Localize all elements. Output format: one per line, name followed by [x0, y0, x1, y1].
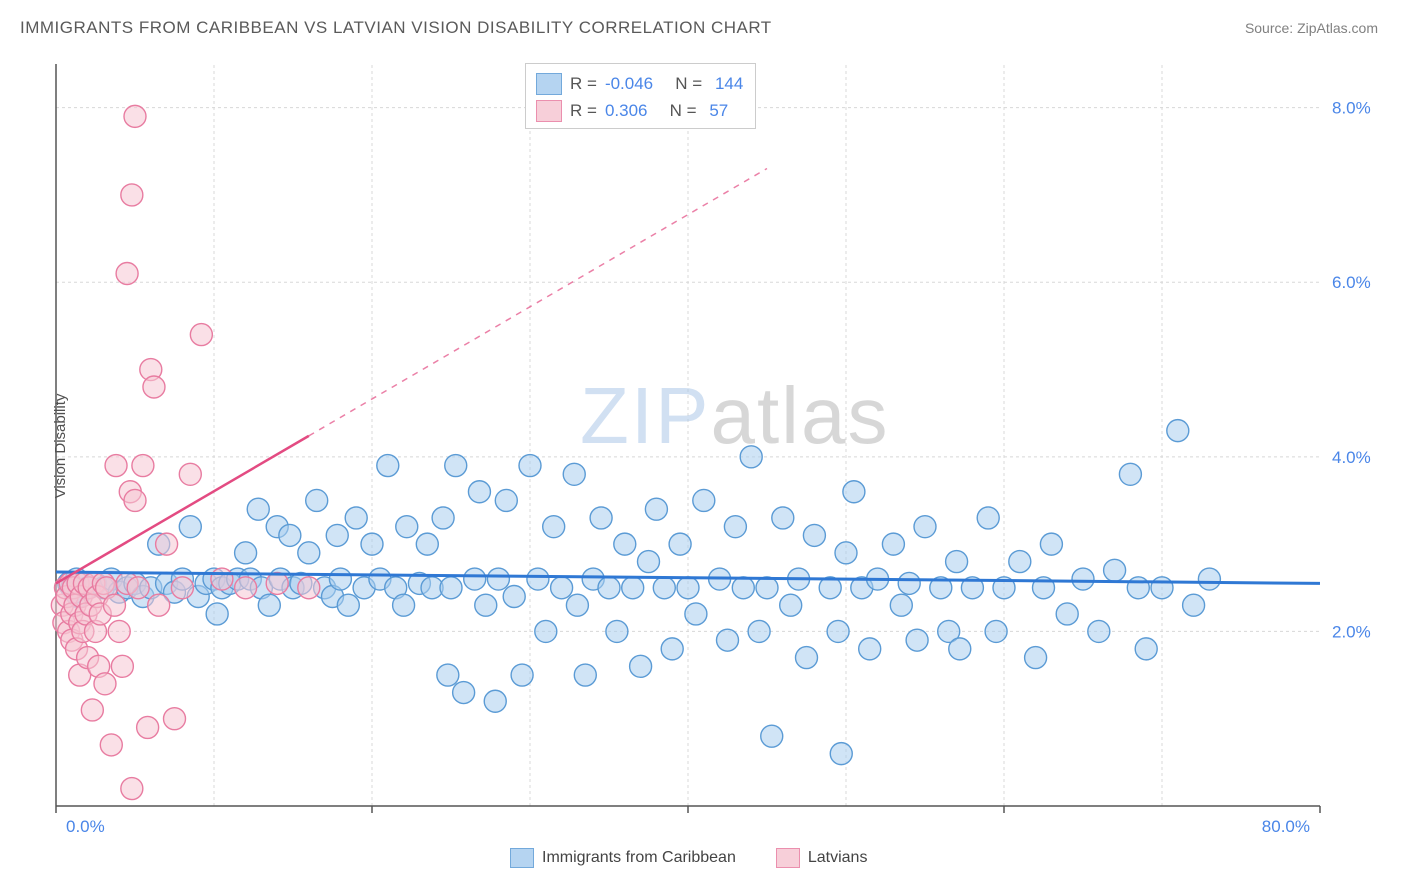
n-value: 144: [715, 70, 743, 97]
n-label: N =: [655, 97, 701, 124]
source-citation: Source: ZipAtlas.com: [1245, 20, 1378, 36]
legend-swatch: [776, 848, 800, 868]
series-swatch: [536, 73, 562, 95]
source-link[interactable]: ZipAtlas.com: [1297, 20, 1378, 36]
svg-text:0.0%: 0.0%: [66, 817, 105, 836]
legend-label: Immigrants from Caribbean: [542, 849, 736, 867]
r-label: R =: [570, 97, 597, 124]
chart-title: IMMIGRANTS FROM CARIBBEAN VS LATVIAN VIS…: [20, 18, 772, 38]
svg-text:2.0%: 2.0%: [1332, 622, 1371, 641]
stats-row: R = -0.046 N = 144: [536, 70, 743, 97]
scatter-plot: 0.0% 80.0% 2.0% 4.0% 6.0% 8.0%: [50, 56, 1380, 842]
svg-text:8.0%: 8.0%: [1332, 99, 1371, 118]
r-label: R =: [570, 70, 597, 97]
legend-item: Immigrants from Caribbean: [510, 848, 736, 868]
r-value: -0.046: [605, 70, 653, 97]
n-value: 57: [709, 97, 728, 124]
legend-swatch: [510, 848, 534, 868]
svg-text:6.0%: 6.0%: [1332, 273, 1371, 292]
series-swatch: [536, 100, 562, 122]
r-value: 0.306: [605, 97, 648, 124]
svg-text:80.0%: 80.0%: [1262, 817, 1310, 836]
series-legend: Immigrants from Caribbean Latvians: [510, 848, 867, 868]
svg-text:4.0%: 4.0%: [1332, 448, 1371, 467]
source-label: Source:: [1245, 20, 1297, 36]
n-label: N =: [661, 70, 707, 97]
legend-label: Latvians: [808, 849, 868, 867]
stats-row: R = 0.306 N = 57: [536, 97, 743, 124]
legend-item: Latvians: [776, 848, 868, 868]
correlation-stats-box: R = -0.046 N = 144 R = 0.306 N = 57: [525, 63, 756, 129]
